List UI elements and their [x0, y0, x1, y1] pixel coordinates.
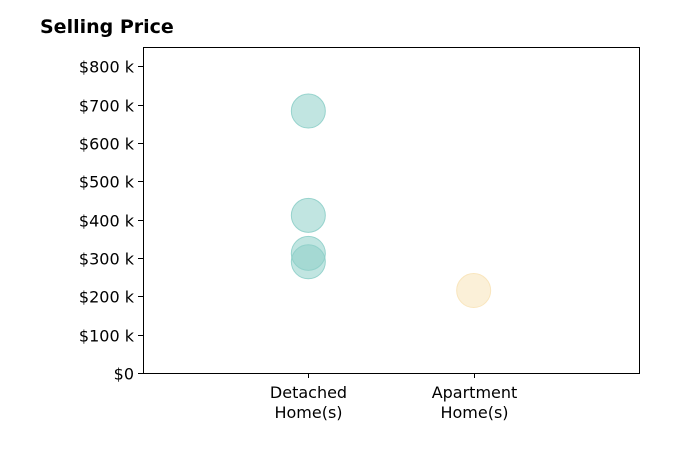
data-point: [290, 244, 326, 280]
y-tick-label: $0: [114, 365, 134, 384]
data-point: [290, 197, 326, 233]
x-tick-label: Apartment Home(s): [432, 383, 518, 422]
y-tick-label: $600 k: [79, 135, 135, 154]
chart-title: Selling Price: [40, 16, 174, 38]
plot-frame: [143, 47, 640, 374]
data-points: [290, 93, 492, 309]
y-tick-label: $400 k: [79, 212, 135, 231]
y-tick-label: $800 k: [79, 58, 135, 77]
y-tick-label: $500 k: [79, 173, 135, 192]
y-tick-label: $300 k: [79, 250, 135, 269]
x-tick-label: Detached Home(s): [270, 383, 347, 422]
y-tick-label: $100 k: [79, 327, 135, 346]
data-point: [456, 273, 492, 309]
data-point: [290, 93, 326, 129]
axes: $0 $100 k $200 k $300 k $400 k $500 k $600 k $7…: [79, 47, 640, 422]
y-tick-label: $200 k: [79, 288, 135, 307]
y-tick-label: $700 k: [79, 97, 135, 116]
